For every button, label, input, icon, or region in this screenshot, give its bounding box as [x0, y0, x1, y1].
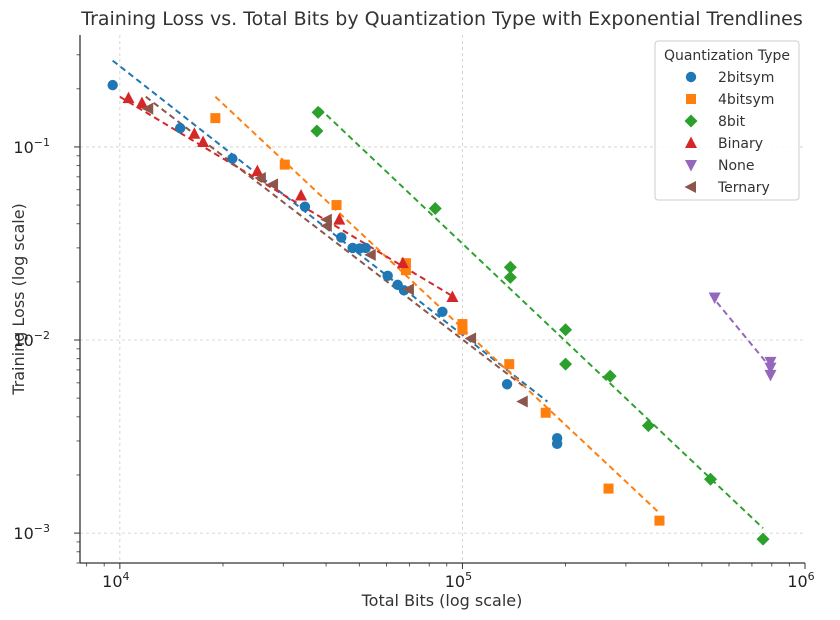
data-point-4bitsym [540, 407, 551, 418]
data-point-8bit [428, 201, 442, 215]
legend-marker-binary [685, 136, 697, 148]
trendline-none [709, 293, 772, 369]
data-point-ternary [266, 178, 279, 191]
data-point-binary [197, 135, 210, 148]
markers [107, 79, 777, 546]
legend-label-2bitsym: 2bitsym [718, 70, 774, 86]
y-tick-label: 10−3 [13, 522, 50, 543]
legend-marker-none [685, 160, 697, 172]
legend-title: Quantization Type [664, 48, 790, 64]
data-point-none [708, 292, 721, 305]
data-point-4bitsym [331, 200, 342, 211]
data-point-none [764, 369, 777, 382]
legend-label-ternary: Ternary [717, 180, 770, 196]
legend-entry-2bitsym: 2bitsym [685, 70, 774, 86]
data-point-ternary [254, 172, 266, 185]
legend-entries: 2bitsym 4bitsym 8bit Binary None Ternary [684, 70, 774, 196]
data-point-4bitsym [279, 159, 290, 170]
legend-marker-4bitsym [686, 94, 696, 104]
y-axis-label: Training Loss (log scale) [9, 203, 28, 396]
series-ternary [141, 102, 528, 408]
x-tick-label: 105 [445, 570, 472, 591]
legend-entry-binary: Binary [685, 136, 763, 152]
legend-label-binary: Binary [718, 136, 763, 152]
data-point-2bitsym [107, 79, 118, 91]
data-point-2bitsym [551, 438, 563, 450]
data-point-2bitsym [336, 232, 347, 243]
minor-ticks [74, 54, 806, 569]
legend-entry-ternary: Ternary [684, 180, 770, 196]
legend-label-8bit: 8bit [718, 114, 746, 130]
y-tick-labels: 10−1 10−2 10−3 [13, 136, 50, 543]
data-point-ternary [364, 248, 376, 261]
x-axis-label: Total Bits (log scale) [361, 591, 523, 610]
data-point-2bitsym [437, 306, 448, 318]
data-point-8bit [559, 323, 573, 337]
legend-marker-8bit [684, 114, 698, 128]
data-point-binary [135, 96, 148, 108]
legend-entry-4bitsym: 4bitsym [686, 92, 774, 108]
series-none [708, 292, 777, 382]
data-point-8bit [603, 369, 617, 383]
series-2bitsym [107, 79, 563, 450]
data-point-8bit [559, 357, 573, 371]
data-point-binary [446, 290, 459, 303]
data-point-8bit [503, 260, 517, 274]
x-tick-label: 106 [787, 570, 814, 591]
data-point-2bitsym [382, 270, 393, 282]
legend-label-4bitsym: 4bitsym [718, 92, 774, 108]
data-point-none [764, 362, 777, 375]
data-point-ternary [516, 395, 528, 408]
chart-title: Training Loss vs. Total Bits by Quantiza… [80, 8, 802, 30]
data-point-4bitsym [457, 319, 468, 330]
trendline-ternary [145, 95, 524, 387]
series-8bit [310, 105, 770, 546]
data-point-binary [122, 91, 135, 104]
data-point-2bitsym [501, 379, 513, 390]
data-point-8bit [756, 532, 770, 546]
data-point-binary [333, 213, 346, 225]
data-point-8bit [704, 472, 718, 486]
data-point-2bitsym [360, 242, 371, 254]
data-point-ternary [320, 219, 332, 232]
y-tick-label: 10−1 [13, 136, 50, 157]
data-point-2bitsym [227, 153, 238, 164]
data-point-2bitsym [174, 123, 186, 134]
data-point-4bitsym [654, 515, 665, 526]
data-point-ternary [141, 102, 154, 115]
data-point-4bitsym [603, 483, 614, 494]
x-tick-labels: 104 105 106 [102, 570, 815, 591]
data-point-4bitsym [400, 265, 411, 276]
data-point-4bitsym [457, 324, 468, 335]
data-point-8bit [503, 270, 517, 284]
trendline-2bitsym [112, 59, 548, 403]
legend-label-none: None [718, 158, 755, 174]
data-point-binary [188, 127, 201, 139]
data-point-2bitsym [299, 201, 311, 212]
data-point-8bit [310, 124, 324, 138]
data-point-ternary [464, 332, 477, 345]
data-point-binary [295, 189, 308, 201]
legend-marker-ternary [684, 181, 696, 193]
data-point-binary [396, 256, 409, 269]
legend-marker-2bitsym [685, 71, 697, 83]
data-point-4bitsym [504, 359, 515, 370]
legend-entry-8bit: 8bit [684, 114, 746, 130]
series-binary [122, 91, 459, 303]
data-point-8bit [311, 105, 325, 119]
data-point-4bitsym [210, 113, 221, 124]
data-point-8bit [641, 419, 655, 433]
legend: Quantization Type 2bitsym 4bitsym 8bit Bina… [654, 40, 800, 201]
legend-entry-none: None [685, 158, 755, 174]
data-point-binary [251, 164, 264, 177]
y-tick-label: 10−2 [13, 329, 50, 350]
data-point-ternary [402, 283, 414, 296]
x-tick-label: 104 [102, 570, 129, 591]
trendline-8bit [318, 107, 764, 529]
